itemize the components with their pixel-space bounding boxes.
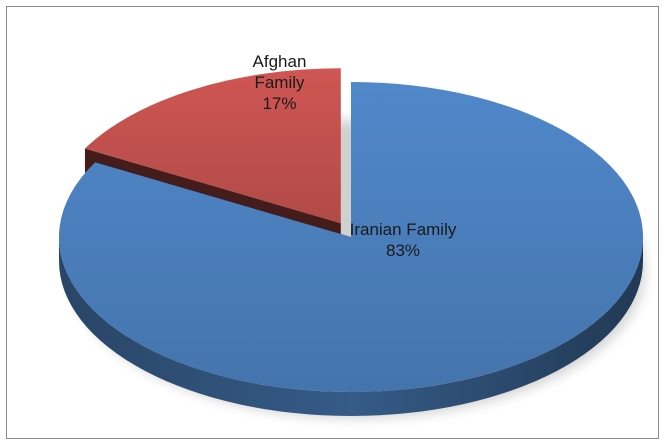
slice-label-line: 83%	[386, 241, 420, 260]
slice-label-line: Iranian Family	[350, 220, 457, 239]
slice-top	[84, 68, 341, 224]
slice-label-1: Afghan Family 17%	[253, 52, 307, 113]
pie-chart: Iranian Family 83% Afghan Family 17%	[58, 52, 645, 418]
slice-rim	[59, 237, 643, 416]
chart-frame: Iranian Family 83% Afghan Family 17%	[6, 6, 659, 439]
pie-slice-0	[58, 82, 643, 416]
slice-top	[58, 82, 643, 393]
slice-label-line: 17%	[262, 94, 296, 113]
slice-label-0: Iranian Family 83%	[350, 220, 457, 260]
slice-label-line: Afghan	[253, 52, 307, 71]
slice-label-line: Family	[254, 73, 305, 92]
